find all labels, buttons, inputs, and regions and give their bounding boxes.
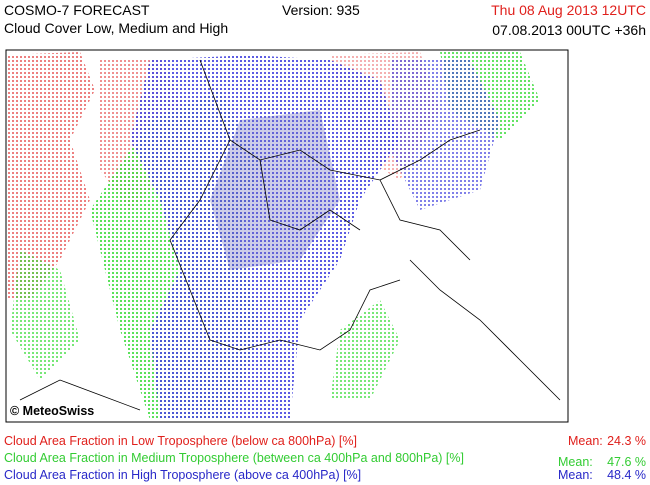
map-frame bbox=[5, 49, 569, 423]
cloud-fields bbox=[6, 52, 540, 420]
mean-value: 47.6 % bbox=[607, 455, 646, 469]
subtitle: Cloud Cover Low, Medium and High bbox=[4, 20, 229, 36]
valid-time: Thu 08 Aug 2013 12UTC bbox=[491, 2, 646, 18]
mean-value: 24.3 % bbox=[607, 434, 646, 448]
legend-label: Cloud Area Fraction in Medium Tropospher… bbox=[4, 451, 464, 465]
run-time: 07.08.2013 00UTC +36h bbox=[492, 22, 646, 38]
borders bbox=[19, 59, 561, 411]
mean-label: Mean: bbox=[558, 468, 593, 482]
mean-value: 48.4 % bbox=[607, 468, 646, 482]
title: COSMO-7 FORECAST bbox=[4, 2, 150, 18]
mean-label: Mean: bbox=[568, 434, 603, 448]
copyright: © MeteoSwiss bbox=[10, 404, 95, 418]
mean-label: Mean: bbox=[558, 455, 593, 469]
version: Version: 935 bbox=[282, 2, 360, 18]
legend-label: Cloud Area Fraction in Low Troposphere (… bbox=[4, 434, 357, 448]
legend-label: Cloud Area Fraction in High Troposphere … bbox=[4, 468, 362, 482]
